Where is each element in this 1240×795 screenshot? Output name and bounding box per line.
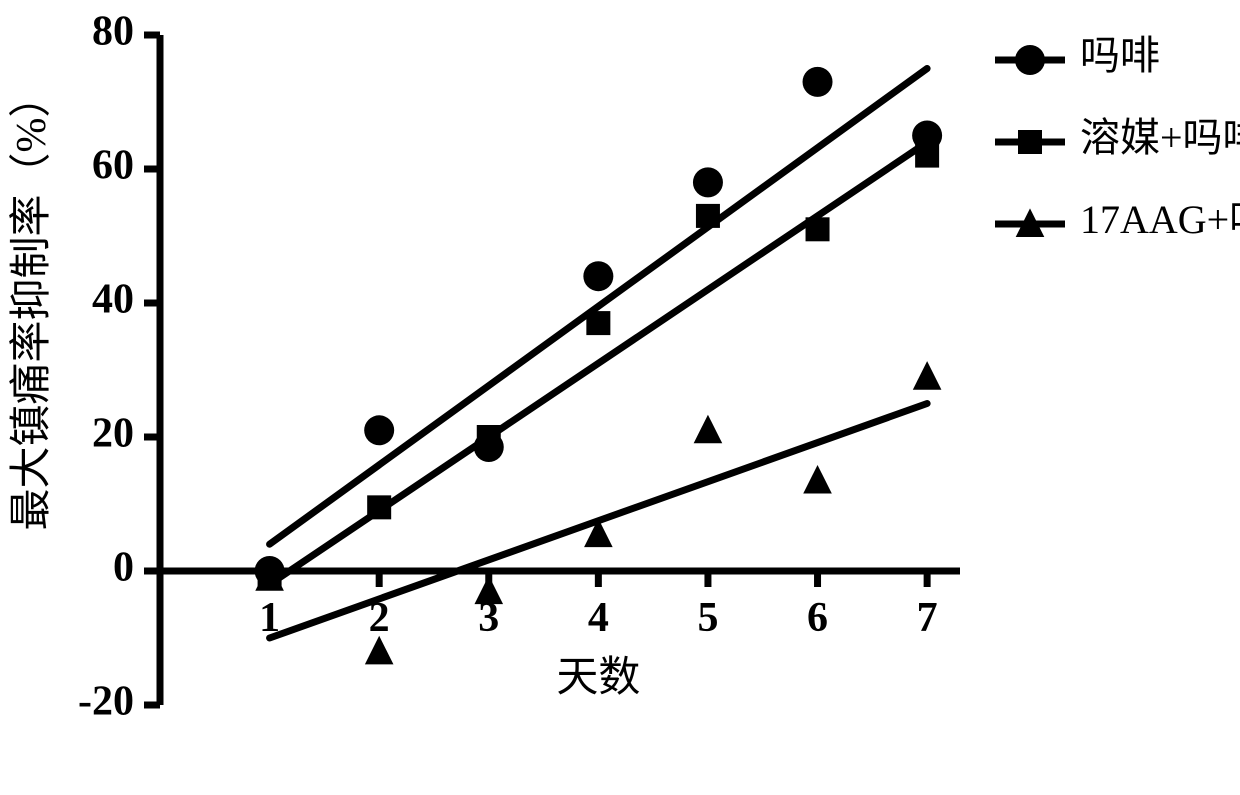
point-morphine	[693, 167, 723, 197]
point-vehicle-morphine	[477, 425, 501, 449]
trend-line-morphine	[270, 69, 928, 545]
legend-label: 溶媒+吗啡	[1080, 115, 1240, 160]
point-morphine	[583, 261, 613, 291]
point-17aag-morphine	[913, 361, 942, 390]
y-tick-label: 60	[92, 143, 134, 189]
y-tick-label: -20	[78, 679, 134, 725]
point-morphine	[364, 415, 394, 445]
y-tick-label: 80	[92, 9, 134, 55]
x-tick-label: 5	[697, 595, 718, 641]
x-tick-label: 7	[917, 595, 938, 641]
legend-label: 17AAG+吗啡	[1080, 197, 1240, 242]
point-17aag-morphine	[803, 465, 832, 494]
legend-marker-square	[1018, 130, 1042, 154]
chart-svg: -200204060801234567天数最大镇痛率抑制率（%）吗啡溶媒+吗啡1…	[0, 0, 1240, 795]
point-17aag-morphine	[474, 576, 503, 605]
point-vehicle-morphine	[586, 311, 610, 335]
point-morphine	[803, 67, 833, 97]
chart-container: -200204060801234567天数最大镇痛率抑制率（%）吗啡溶媒+吗啡1…	[0, 0, 1240, 795]
x-tick-label: 4	[588, 595, 609, 641]
y-tick-label: 20	[92, 411, 134, 457]
y-axis-title: 最大镇痛率抑制率（%）	[8, 76, 55, 531]
legend-marker-circle	[1015, 45, 1045, 75]
y-tick-label: 0	[113, 545, 134, 591]
point-vehicle-morphine	[915, 144, 939, 168]
x-tick-label: 6	[807, 595, 828, 641]
x-axis-title: 天数	[556, 655, 640, 701]
y-tick-label: 40	[92, 277, 134, 323]
legend-label: 吗啡	[1080, 33, 1160, 78]
point-17aag-morphine	[694, 415, 723, 444]
point-vehicle-morphine	[806, 217, 830, 241]
point-vehicle-morphine	[696, 204, 720, 228]
point-vehicle-morphine	[367, 495, 391, 519]
